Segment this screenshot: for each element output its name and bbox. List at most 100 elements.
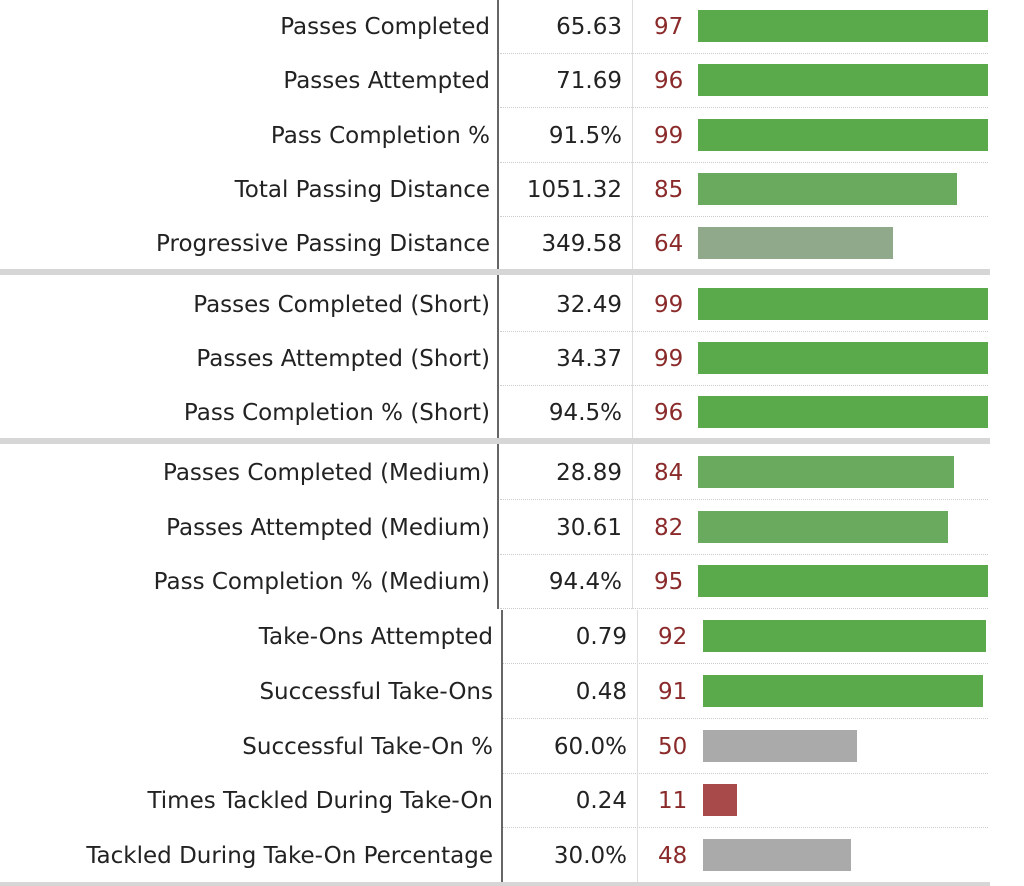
percentile-label: 99 <box>654 291 684 318</box>
stat-value: 0.24 <box>575 788 627 815</box>
group-separator <box>0 269 990 275</box>
stat-label: Pass Completion % (Short) <box>183 400 490 427</box>
percentile-bar <box>698 227 894 260</box>
table-row: Passes Attempted (Short) 34.37 99 <box>0 332 1000 386</box>
stat-label: Passes Completed (Medium) <box>162 460 490 487</box>
stat-value: 94.5% <box>548 400 622 427</box>
row-divider <box>500 608 988 609</box>
table-row: Times Tackled During Take-On 0.24 11 <box>0 774 1000 829</box>
row-divider <box>500 161 988 163</box>
row-divider <box>500 53 988 54</box>
group-separator <box>0 438 990 444</box>
percentile-label: 92 <box>658 624 688 650</box>
row-divider <box>500 499 988 501</box>
percentile-label: 99 <box>654 122 684 149</box>
stat-label: Successful Take-On % <box>242 733 493 760</box>
percentile-bar <box>703 620 987 652</box>
stat-value: 349.58 <box>541 231 622 258</box>
row-divider <box>500 384 988 386</box>
column-divider <box>501 610 503 884</box>
row-divider <box>500 107 988 109</box>
stat-value: 34.37 <box>556 345 622 372</box>
percentile-bar <box>698 64 988 97</box>
stat-value: 94.4% <box>548 569 622 595</box>
percentile-bar <box>698 341 988 374</box>
stat-label: Passes Attempted <box>283 68 490 95</box>
percentile-bar <box>698 118 988 151</box>
percentile-label: 97 <box>654 14 684 40</box>
table-row: Passes Completed (Medium) 28.89 84 <box>0 446 1000 501</box>
percentile-bar <box>698 172 958 205</box>
table-row: Successful Take-Ons 0.48 91 <box>0 665 1000 719</box>
percentile-bar <box>698 510 949 543</box>
percentile-label: 96 <box>654 400 684 427</box>
percentile-label: 84 <box>654 460 684 487</box>
percentile-bar <box>703 674 984 707</box>
percentile-bar <box>703 729 857 762</box>
stat-label: Tackled During Take-On Percentage <box>86 843 493 870</box>
stat-label: Successful Take-Ons <box>259 678 493 705</box>
percentile-bar <box>698 456 955 489</box>
stat-value: 32.49 <box>556 291 622 318</box>
percentile-label: 11 <box>658 788 688 815</box>
row-divider <box>503 717 988 719</box>
stat-label: Pass Completion % (Medium) <box>153 569 490 595</box>
table-row: Take-Ons Attempted 0.79 92 <box>0 610 1000 664</box>
stat-value: 60.0% <box>553 733 627 760</box>
row-divider <box>503 772 988 774</box>
stat-value: 91.5% <box>548 122 622 149</box>
stat-label: Total Passing Distance <box>234 176 490 203</box>
stat-value: 71.69 <box>556 68 622 95</box>
percentile-label: 48 <box>658 843 688 870</box>
stat-label: Take-Ons Attempted <box>258 624 493 650</box>
column-divider <box>497 0 499 610</box>
stat-value: 0.79 <box>575 624 627 650</box>
stat-label: Pass Completion % <box>270 122 490 149</box>
stat-label: Passes Completed <box>280 14 490 40</box>
table-row: Pass Completion % (Medium) 94.4% 95 <box>0 555 1000 609</box>
table-row: Pass Completion % 91.5% 99 <box>0 109 1000 163</box>
percentile-bar <box>703 784 737 817</box>
percentile-label: 50 <box>658 733 688 760</box>
percentile-label: 64 <box>654 231 684 258</box>
stat-value: 65.63 <box>556 14 622 40</box>
percentile-bar <box>698 10 988 42</box>
percentile-bar <box>698 396 988 429</box>
stat-label: Progressive Passing Distance <box>156 231 490 258</box>
stat-label: Passes Completed (Short) <box>193 291 490 318</box>
stat-value: 1051.32 <box>526 176 622 203</box>
table-row: Passes Attempted (Medium) 30.61 82 <box>0 501 1000 555</box>
percentile-bar <box>698 287 988 320</box>
stat-value: 0.48 <box>575 678 627 705</box>
row-divider <box>500 553 988 555</box>
column-divider <box>637 610 638 884</box>
table-row: Progressive Passing Distance 349.58 64 <box>0 217 1000 272</box>
stat-value: 30.61 <box>556 514 622 541</box>
table-row: Tackled During Take-On Percentage 30.0% 48 <box>0 829 1000 884</box>
row-divider <box>500 330 988 332</box>
stat-label: Times Tackled During Take-On <box>147 788 493 815</box>
row-divider <box>503 827 988 829</box>
stat-label: Passes Attempted (Short) <box>196 345 490 372</box>
stat-value: 28.89 <box>556 460 622 487</box>
table-row: Passes Attempted 71.69 96 <box>0 54 1000 109</box>
stat-value: 30.0% <box>553 843 627 870</box>
percentile-label: 96 <box>654 68 684 95</box>
table-row: Passes Completed (Short) 32.49 99 <box>0 278 1000 332</box>
percentile-label: 85 <box>654 176 684 203</box>
table-bottom-border <box>0 882 990 886</box>
row-divider <box>503 663 988 664</box>
table-row: Total Passing Distance 1051.32 85 <box>0 163 1000 217</box>
percentile-label: 99 <box>654 345 684 372</box>
percentile-label: 95 <box>654 569 684 595</box>
column-divider <box>632 0 633 610</box>
percentile-label: 91 <box>658 678 688 705</box>
percentile-bar <box>703 839 851 872</box>
stat-label: Passes Attempted (Medium) <box>166 514 490 541</box>
table-row: Passes Completed 65.63 97 <box>0 0 1000 54</box>
percentile-label: 82 <box>654 514 684 541</box>
table-row: Successful Take-On % 60.0% 50 <box>0 720 1000 774</box>
percentile-bar <box>698 565 988 597</box>
row-divider <box>500 215 988 217</box>
table-row: Pass Completion % (Short) 94.5% 96 <box>0 386 1000 441</box>
